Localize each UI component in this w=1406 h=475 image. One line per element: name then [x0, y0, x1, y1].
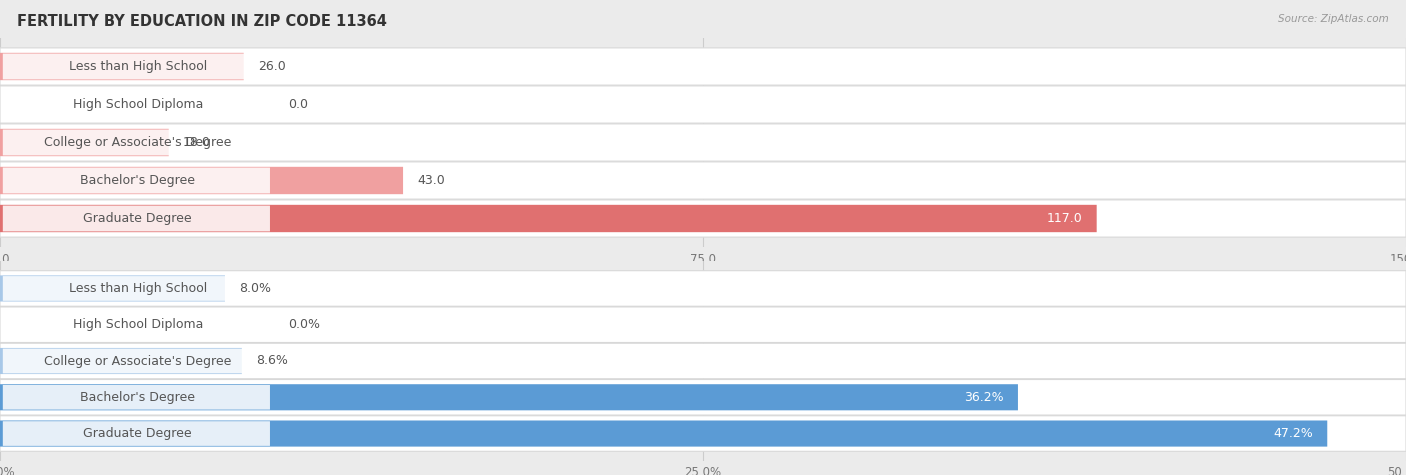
FancyBboxPatch shape — [3, 313, 270, 337]
FancyBboxPatch shape — [0, 271, 1406, 306]
FancyBboxPatch shape — [3, 385, 270, 409]
FancyBboxPatch shape — [0, 167, 404, 194]
Text: Source: ZipAtlas.com: Source: ZipAtlas.com — [1278, 14, 1389, 24]
FancyBboxPatch shape — [0, 384, 1018, 410]
Text: College or Associate's Degree: College or Associate's Degree — [44, 354, 232, 368]
FancyBboxPatch shape — [3, 130, 270, 155]
Text: 0.0: 0.0 — [288, 98, 308, 111]
FancyBboxPatch shape — [0, 420, 1327, 446]
FancyBboxPatch shape — [3, 206, 270, 231]
FancyBboxPatch shape — [0, 380, 1406, 415]
FancyBboxPatch shape — [0, 200, 1406, 237]
Text: 43.0: 43.0 — [418, 174, 444, 187]
Text: 36.2%: 36.2% — [965, 391, 1004, 404]
Text: Graduate Degree: Graduate Degree — [83, 212, 193, 225]
Text: 47.2%: 47.2% — [1274, 427, 1313, 440]
Text: 8.0%: 8.0% — [239, 282, 271, 295]
FancyBboxPatch shape — [0, 86, 1406, 123]
FancyBboxPatch shape — [3, 421, 270, 446]
FancyBboxPatch shape — [0, 343, 1406, 379]
FancyBboxPatch shape — [0, 348, 242, 374]
FancyBboxPatch shape — [3, 168, 270, 193]
Text: 0.0%: 0.0% — [288, 318, 321, 331]
FancyBboxPatch shape — [3, 349, 270, 373]
Text: College or Associate's Degree: College or Associate's Degree — [44, 136, 232, 149]
Text: 117.0: 117.0 — [1047, 212, 1083, 225]
FancyBboxPatch shape — [0, 205, 1097, 232]
FancyBboxPatch shape — [3, 276, 270, 301]
Text: FERTILITY BY EDUCATION IN ZIP CODE 11364: FERTILITY BY EDUCATION IN ZIP CODE 11364 — [17, 14, 387, 29]
Text: 18.0: 18.0 — [183, 136, 211, 149]
Text: 8.6%: 8.6% — [256, 354, 288, 368]
FancyBboxPatch shape — [0, 129, 169, 156]
FancyBboxPatch shape — [0, 53, 243, 80]
FancyBboxPatch shape — [0, 124, 1406, 161]
FancyBboxPatch shape — [0, 276, 225, 302]
Text: Less than High School: Less than High School — [69, 282, 207, 295]
FancyBboxPatch shape — [0, 48, 1406, 85]
Text: Less than High School: Less than High School — [69, 60, 207, 73]
Text: Bachelor's Degree: Bachelor's Degree — [80, 391, 195, 404]
Text: Graduate Degree: Graduate Degree — [83, 427, 193, 440]
FancyBboxPatch shape — [0, 307, 1406, 342]
FancyBboxPatch shape — [0, 416, 1406, 451]
Text: High School Diploma: High School Diploma — [73, 318, 202, 331]
Text: 26.0: 26.0 — [257, 60, 285, 73]
FancyBboxPatch shape — [3, 54, 270, 79]
Text: Bachelor's Degree: Bachelor's Degree — [80, 174, 195, 187]
FancyBboxPatch shape — [3, 92, 270, 117]
Text: High School Diploma: High School Diploma — [73, 98, 202, 111]
FancyBboxPatch shape — [0, 162, 1406, 199]
